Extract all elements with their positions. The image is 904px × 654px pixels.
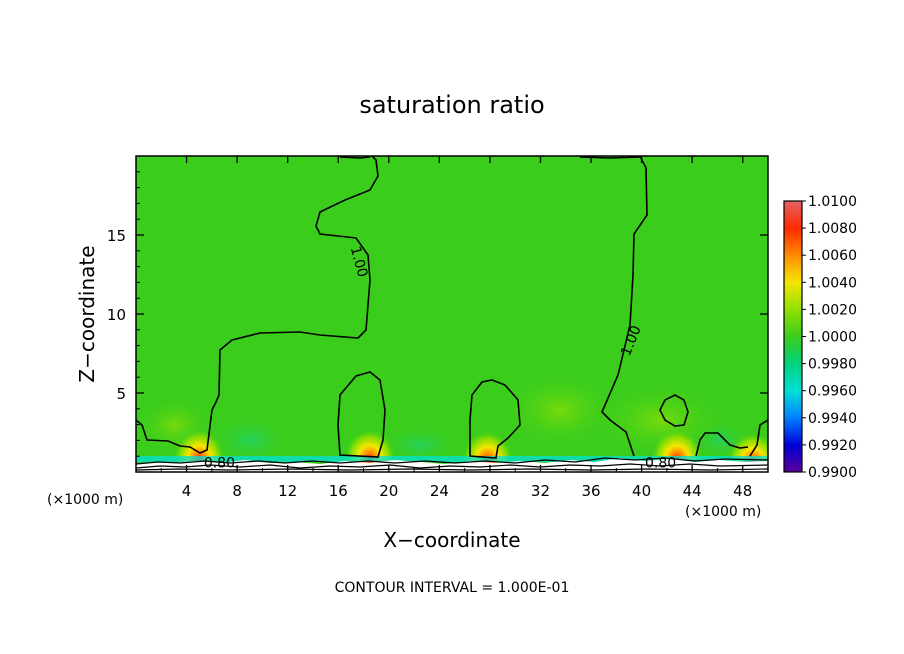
- contour-left-main: [136, 156, 379, 454]
- colorbar-label: 1.0080: [808, 221, 857, 237]
- y-axis-title: Z−coordinate: [75, 245, 99, 382]
- colorbar-label: 1.0100: [808, 194, 857, 210]
- colorbar-swatch: [784, 444, 802, 473]
- x-tick-label: 32: [531, 482, 550, 500]
- x-tick-label: 44: [683, 482, 702, 500]
- colorbar-swatch: [784, 201, 802, 229]
- y-tick-label: 15: [107, 227, 126, 245]
- colorbar: 1.0100 1.0080 1.0060 1.0040 1.0020 1.0000 0.99…: [783, 194, 857, 481]
- colorbar-swatch: [784, 336, 802, 365]
- x-tick-label: 24: [430, 482, 449, 500]
- x-unit-right: (×1000 m): [685, 504, 761, 520]
- colorbar-label: 0.9900: [808, 465, 857, 481]
- x-axis-title: X−coordinate: [383, 528, 520, 552]
- colorbar-swatch: [784, 255, 802, 283]
- colorbar-label: 0.9980: [808, 357, 857, 373]
- x-tick-label: 28: [480, 482, 499, 500]
- x-tick-label: 48: [733, 482, 752, 500]
- colorbar-swatch: [784, 417, 802, 446]
- chart-title: saturation ratio: [359, 91, 544, 119]
- x-tick-label: 12: [278, 482, 297, 500]
- near-surface-strip: [136, 456, 768, 462]
- colorbar-swatch: [784, 228, 802, 256]
- contour-bubble-1: [337, 371, 386, 458]
- contour-bubble-3: [659, 394, 689, 427]
- hotspot: [726, 423, 768, 472]
- contour-label: 0.80: [645, 455, 676, 471]
- y-tick-label: 10: [107, 306, 126, 324]
- contour-bump-1: [695, 432, 749, 457]
- x-tick-label: 16: [329, 482, 348, 500]
- x-tick-label: 8: [232, 482, 242, 500]
- colorbar-label: 0.9960: [808, 384, 857, 400]
- x-axis: 4 8 12 16 20 24 28 32 36 40 44 48: [160, 156, 752, 500]
- x-tick-label: 40: [632, 482, 651, 500]
- contour-right-edge: [749, 419, 768, 457]
- colorbar-label: 0.9920: [808, 438, 857, 454]
- colorbar-label: 1.0040: [808, 275, 857, 291]
- colorbar-label: 0.9940: [808, 411, 857, 427]
- colorbar-swatch: [784, 282, 802, 310]
- x-unit-left: (×1000 m): [47, 492, 123, 508]
- contour-bubble-2: [469, 379, 521, 459]
- colorbar-swatch: [784, 363, 802, 392]
- colorbar-swatch: [784, 309, 802, 337]
- colorbar-swatch: [784, 390, 802, 419]
- x-tick-label: 4: [182, 482, 192, 500]
- contour-lines: [136, 156, 768, 459]
- y-axis: 5 10 15: [107, 171, 768, 457]
- contour-top-edge: [339, 156, 641, 159]
- y-tick-label: 5: [116, 385, 126, 403]
- plot-area: 1.001.000.80 0.80: [136, 156, 768, 472]
- colorbar-label: 1.0060: [808, 248, 857, 264]
- x-tick-label: 20: [379, 482, 398, 500]
- colorbar-label: 1.0020: [808, 302, 857, 318]
- contour-label: 1.00: [347, 245, 371, 279]
- colorbar-label: 1.0000: [808, 330, 857, 346]
- contour-interval-footer: CONTOUR INTERVAL = 1.000E-01: [335, 580, 570, 596]
- contour-label: 0.80: [204, 455, 235, 471]
- x-tick-label: 36: [581, 482, 600, 500]
- contour-right-main: [601, 156, 648, 457]
